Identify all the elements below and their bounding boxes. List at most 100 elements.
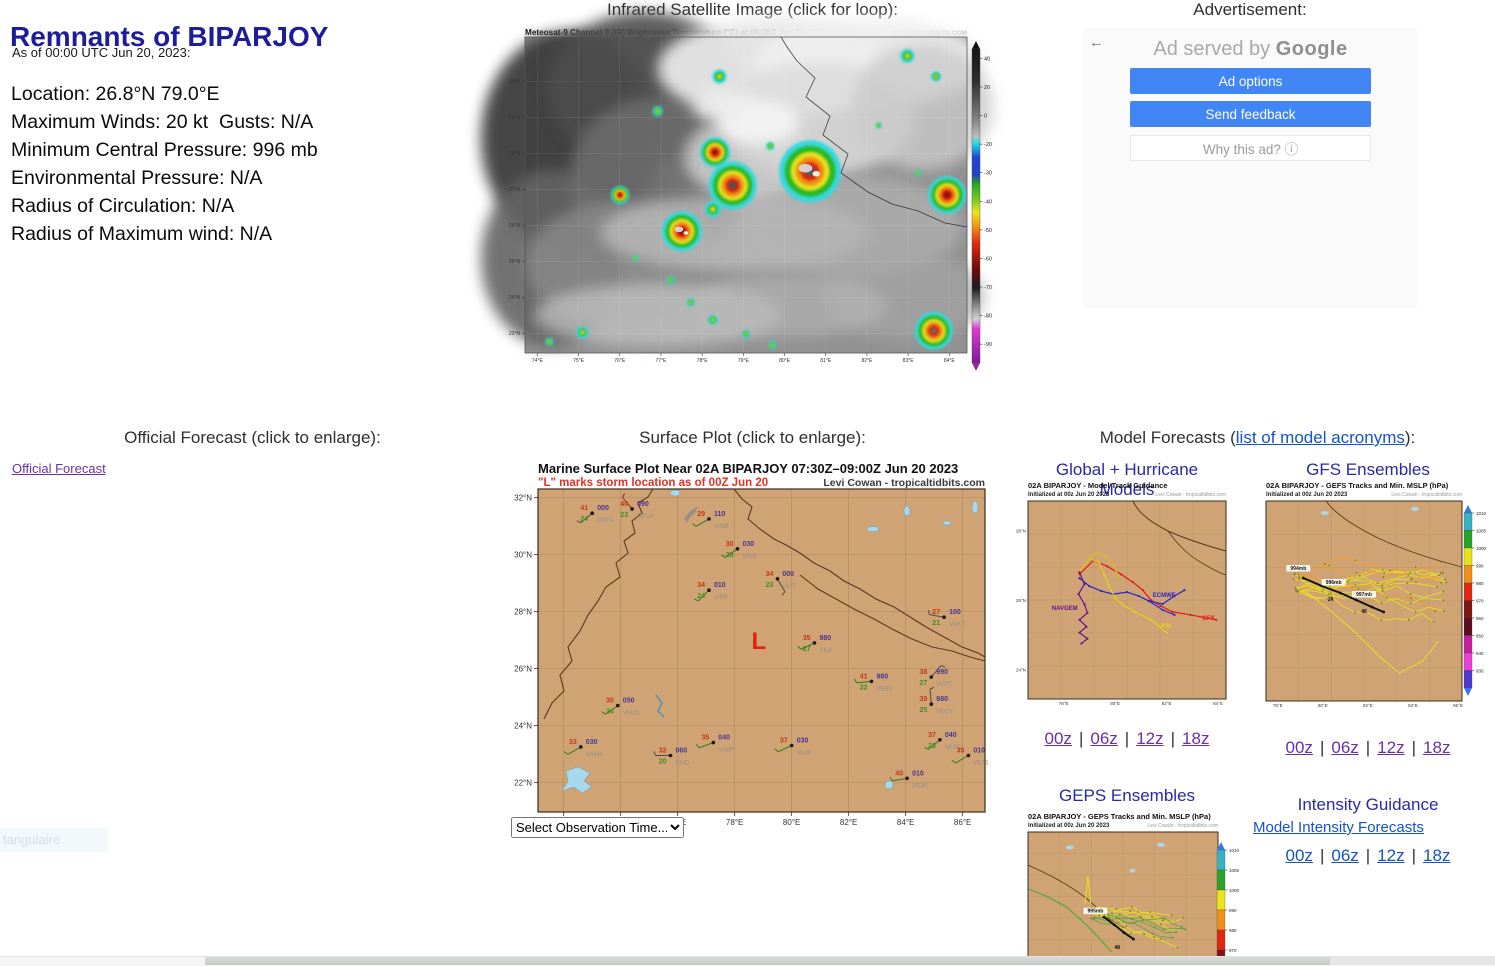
svg-text:30°N: 30°N [514, 551, 532, 560]
svg-text:41: 41 [580, 505, 588, 512]
svg-text:75°E: 75°E [573, 358, 585, 364]
separator: | [1365, 738, 1371, 757]
time-link-00z[interactable]: 00z [1285, 846, 1313, 865]
svg-text:28°N: 28°N [514, 608, 532, 617]
svg-text:22: 22 [860, 684, 868, 691]
svg-text:24: 24 [1328, 597, 1334, 603]
svg-text:35: 35 [957, 748, 965, 755]
svg-text:050: 050 [623, 698, 635, 705]
send-feedback-button[interactable]: Send feedback [1130, 101, 1371, 127]
model-acronyms-link[interactable]: list of model acronyms [1235, 428, 1405, 447]
station-plot-VABP: 35 040 VABP [695, 735, 734, 754]
back-arrow-icon[interactable]: ← [1089, 34, 1104, 51]
svg-text:VABP: VABP [718, 748, 734, 754]
time-link-06z[interactable]: 06z [1090, 729, 1118, 748]
time-link-00z[interactable]: 00z [1044, 729, 1072, 748]
track-guidance-title: 02A BIPARJOY - Model Track Guidance [1028, 481, 1168, 490]
model-intensity-forecasts-link[interactable]: Model Intensity Forecasts [1253, 819, 1424, 836]
ad-options-button[interactable]: Ad options [1130, 68, 1371, 94]
storm-detail-line: Radius of Maximum wind: N/A [11, 223, 273, 245]
svg-text:20: 20 [984, 85, 990, 91]
observation-time-select[interactable]: Select Observation Time... [511, 817, 684, 838]
svg-text:37: 37 [928, 732, 936, 739]
geps-title: 02A BIPARJOY - GEPS Tracks and Min. MSLP… [1028, 812, 1211, 821]
station-plot-VISM: 29 110 VISM [692, 511, 729, 530]
station-plot-VEBN: 41 980 22 VEBN [854, 673, 893, 692]
time-link-00z[interactable]: 00z [1285, 738, 1313, 757]
official-forecast-link[interactable]: Official Forecast [12, 461, 106, 476]
geps-ensembles-thumbnail[interactable]: 02A BIPARJOY - GEPS Tracks and Min. MSLP… [1027, 812, 1219, 962]
geps-init: Initialized at 00z Jun 20 2023 [1028, 823, 1110, 829]
svg-text:80°E: 80°E [783, 818, 800, 827]
svg-text:26°N: 26°N [509, 223, 521, 229]
model-forecasts-title-suffix: ): [1404, 428, 1416, 447]
gefs-map: 994mb 996mb 997mb 24 48 78°E 80°E 82°E 84°E 86°E [1265, 500, 1463, 708]
svg-text:84°E: 84°E [1213, 701, 1223, 706]
page-title: Remnants of BIPARJOY [10, 20, 329, 52]
svg-text:970: 970 [1476, 599, 1484, 604]
svg-text:NAVGEM: NAVGEM [1052, 606, 1078, 612]
svg-text:78°E: 78°E [1059, 701, 1069, 706]
time-link-06z[interactable]: 06z [1331, 738, 1359, 757]
why-this-ad-button[interactable]: Why this ad? ⓘ [1130, 135, 1371, 161]
svg-text:39: 39 [920, 696, 928, 703]
svg-text:82°E: 82°E [1162, 701, 1172, 706]
horizontal-scrollbar-thumb[interactable] [205, 957, 1330, 965]
satellite-section-title: Infrared Satellite Image (click for loop… [606, 0, 898, 19]
svg-text:23: 23 [726, 552, 734, 559]
svg-text:30: 30 [726, 541, 734, 548]
svg-text:23: 23 [766, 582, 774, 589]
svg-text:980: 980 [877, 673, 889, 680]
svg-text:990: 990 [1476, 564, 1484, 569]
svg-text:29°N: 29°N [509, 115, 521, 121]
svg-text:86°E: 86°E [1453, 703, 1463, 708]
time-link-12z[interactable]: 12z [1377, 846, 1405, 865]
svg-text:27: 27 [932, 609, 940, 616]
svg-text:77°E: 77°E [656, 358, 668, 364]
svg-text:VEBN: VEBN [877, 686, 893, 692]
svg-text:995mb: 995mb [1088, 909, 1104, 915]
separator: | [1078, 729, 1084, 748]
gefs-ensembles-thumbnail[interactable]: 02A BIPARJOY - GEFS Tracks and Min. MSLP… [1265, 481, 1464, 708]
satellite-image-link[interactable]: Meteosat-9 Channel 9 (IR) Brightness Tem… [480, 11, 994, 371]
surface-plot-header: Marine Surface Plot Near 02A BIPARJOY 07… [538, 461, 985, 489]
time-link-18z[interactable]: 18z [1423, 846, 1451, 865]
station-plot-VIDN: 30 030 23 VIDN [721, 541, 757, 560]
official-forecast-section-title: Official Forecast (click to enlarge): [124, 428, 381, 447]
svg-text:23: 23 [620, 512, 628, 519]
svg-text:-80: -80 [984, 314, 992, 320]
svg-text:VEPT: VEPT [936, 682, 952, 688]
time-link-12z[interactable]: 12z [1136, 729, 1164, 748]
svg-text:110: 110 [714, 511, 725, 518]
svg-text:84°E: 84°E [1408, 703, 1418, 708]
svg-text:1010: 1010 [1229, 848, 1240, 853]
svg-text:24°N: 24°N [509, 295, 521, 301]
separator: | [1411, 738, 1417, 757]
station-plot-VAID: 32 060 20 VAID [653, 748, 690, 767]
ad-section-title: Advertisement: [1193, 0, 1307, 19]
model-track-guidance-thumbnail[interactable]: 02A BIPARJOY - Model Track Guidance Init… [1016, 481, 1227, 707]
time-link-12z[interactable]: 12z [1377, 738, 1405, 757]
svg-text:UKM: UKM [1158, 624, 1172, 630]
svg-text:78°E: 78°E [1273, 703, 1283, 708]
svg-text:090: 090 [637, 501, 649, 508]
time-link-06z[interactable]: 06z [1331, 846, 1359, 865]
storm-detail-line: Minimum Central Pressure: 996 mb [11, 139, 318, 161]
google-logo: Google [1275, 38, 1348, 60]
svg-text:86°E: 86°E [954, 818, 971, 827]
geps-ensembles-heading: GEPS Ensembles [1058, 786, 1196, 805]
svg-text:940: 940 [1476, 651, 1484, 656]
svg-text:28°N: 28°N [509, 151, 521, 157]
station-plot-VAAH: 33 030 VAAH [563, 739, 602, 758]
station-plot-VILK: 35 980 27 VILK [797, 635, 833, 654]
svg-text:25: 25 [920, 707, 928, 714]
time-link-18z[interactable]: 18z [1182, 729, 1210, 748]
svg-text:30: 30 [606, 698, 614, 705]
svg-text:960: 960 [1476, 616, 1484, 621]
svg-text:24: 24 [580, 516, 588, 523]
satellite-map: 30°N 29°N 28°N 27°N 26°N 25°N 24°N 23°N 74°E 75°E… [480, 11, 994, 364]
svg-text:1000: 1000 [1476, 546, 1487, 551]
surface-plot-image-link[interactable]: 41 000 24 OPFA 40 090 23 OPLA 29 110 VISM 30 030 23 VI… [514, 488, 988, 827]
ad-container: ← Ad served by Google Ad options Send fe… [1083, 28, 1418, 308]
time-link-18z[interactable]: 18z [1423, 738, 1451, 757]
